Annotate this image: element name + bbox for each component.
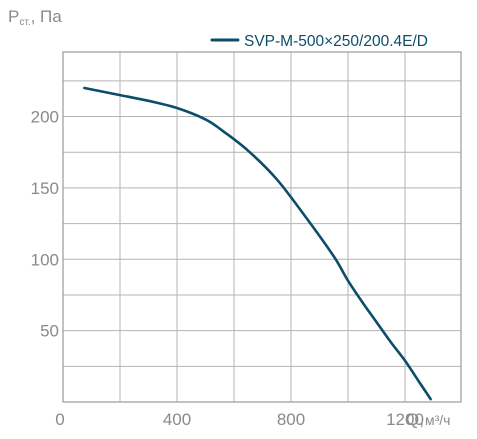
- plot-frame: [62, 51, 462, 403]
- y-tick-label: 50: [40, 322, 59, 341]
- y-tick-label: 100: [31, 250, 59, 269]
- series-group: [83, 86, 432, 401]
- y-axis-label: Pст., Па: [8, 7, 62, 28]
- x-tick-label: 400: [163, 410, 191, 429]
- y-axis-label-main: P: [8, 7, 19, 26]
- x-tick-label: 0: [55, 410, 64, 429]
- y-axis-label-sub: ст.: [19, 17, 30, 28]
- x-tick-label: 800: [277, 410, 305, 429]
- x-axis-label-unit: м³/ч: [425, 412, 450, 428]
- x-axis-label-main: Q,: [406, 410, 424, 429]
- y-tick-label: 200: [31, 108, 59, 127]
- x-axis-ticks: 0 400 800 1200: [55, 410, 424, 429]
- grid: [63, 52, 461, 402]
- plot-border: [62, 51, 462, 403]
- legend-label: SVP-M-500×250/200.4E/D: [244, 33, 428, 50]
- y-axis-label-unit: , Па: [31, 7, 63, 26]
- legend: SVP-M-500×250/200.4E/D: [210, 33, 428, 50]
- y-tick-label: 150: [31, 179, 59, 198]
- x-axis-label: Q,м³/ч: [406, 410, 450, 429]
- series-line-0: [83, 86, 432, 401]
- x-tick-label: 1200: [386, 410, 424, 429]
- y-axis-ticks: 50 100 150 200: [31, 108, 59, 341]
